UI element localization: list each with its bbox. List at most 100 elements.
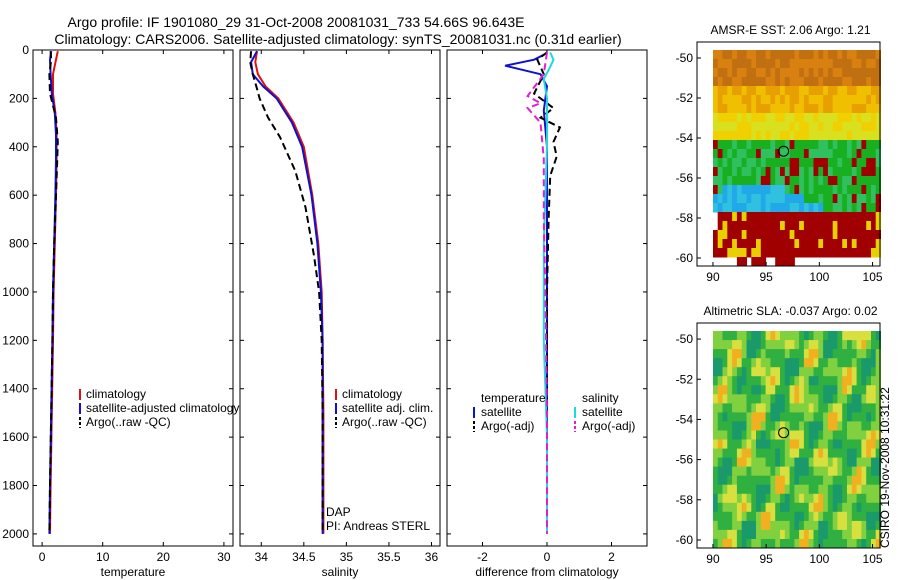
map-cell	[765, 448, 771, 459]
map-cell	[856, 439, 862, 449]
map-cell	[770, 511, 776, 522]
map-cell	[717, 230, 723, 240]
map-cell	[813, 403, 819, 413]
map-cell	[760, 95, 767, 105]
map-cell	[803, 221, 810, 231]
map-cell	[756, 167, 762, 177]
map-cell	[746, 95, 752, 105]
map-cell	[789, 212, 795, 222]
map-cell	[851, 349, 858, 359]
map-cell	[727, 140, 733, 150]
map-cell	[713, 511, 719, 522]
map-cell	[775, 394, 781, 404]
map-cell	[847, 194, 853, 204]
map-cell	[741, 493, 747, 504]
map-cell	[803, 95, 810, 105]
map-cell	[780, 77, 786, 87]
map-cell	[832, 502, 838, 513]
map-cell	[765, 68, 771, 78]
map-cell	[727, 349, 733, 359]
map-cell	[775, 539, 781, 549]
map-cell	[736, 50, 743, 60]
map-cell	[871, 358, 877, 368]
map-cell	[837, 230, 843, 240]
map-cell	[813, 511, 819, 522]
map-cell	[823, 158, 829, 168]
map-cell	[856, 248, 862, 258]
map-cell	[789, 502, 795, 513]
map-cell	[799, 493, 805, 504]
map-cell	[866, 376, 872, 386]
map-cell	[851, 493, 858, 504]
map-cell	[871, 50, 877, 60]
map-cell	[770, 430, 776, 440]
map-cell	[813, 448, 819, 459]
map-cell	[871, 394, 877, 404]
map-cell	[842, 421, 848, 431]
map-cell	[851, 239, 858, 249]
map-cell	[851, 221, 858, 231]
map-cell	[813, 140, 819, 150]
map-cell	[789, 430, 795, 440]
map-cell	[851, 104, 858, 114]
map-cell	[732, 95, 738, 105]
map-title: Altimetric SLA: -0.037 Argo: 0.02	[703, 304, 877, 318]
map-cell	[727, 95, 733, 105]
map-cell	[741, 212, 747, 222]
map-cell	[770, 457, 776, 468]
map-cell	[851, 484, 858, 495]
map-cell	[736, 176, 743, 186]
map-cell	[732, 439, 738, 449]
map-cell	[765, 358, 771, 368]
map-cell	[808, 448, 814, 459]
map-cell	[866, 349, 872, 359]
map-cell	[832, 430, 838, 440]
map-cell	[808, 221, 814, 231]
map-cell	[861, 358, 867, 368]
map-cell	[741, 194, 747, 204]
map-cell	[803, 376, 810, 386]
map-cell	[799, 367, 805, 377]
map-cell	[813, 185, 819, 195]
map-cell	[756, 104, 762, 114]
map-cell	[727, 50, 733, 60]
map-cell	[827, 140, 834, 150]
map-cell	[837, 340, 843, 350]
map-frame	[696, 41, 881, 267]
map-cell	[751, 502, 757, 513]
map-cell	[827, 331, 834, 341]
map-cell	[813, 376, 819, 386]
map-cell	[823, 212, 829, 222]
map-cell	[732, 430, 738, 440]
map-cell	[756, 59, 762, 69]
map-cell	[780, 212, 786, 222]
plot-frame	[32, 49, 234, 547]
map-cell	[727, 421, 733, 431]
map-cell	[827, 122, 834, 132]
map-cell	[866, 539, 872, 549]
map-cell	[756, 77, 762, 87]
map-cell	[871, 502, 877, 513]
map-cell	[827, 457, 834, 468]
map-cell	[813, 520, 819, 531]
map-cell	[756, 257, 762, 267]
map-cell	[866, 439, 872, 449]
map-cell	[803, 439, 810, 449]
map-cell	[775, 149, 781, 159]
map-cell	[775, 484, 781, 495]
map-cell	[717, 385, 723, 395]
map-cell	[732, 77, 738, 87]
map-cell	[799, 95, 805, 105]
y-tick-label: 1000	[2, 285, 29, 299]
map-cell	[866, 340, 872, 350]
map-cell	[823, 385, 829, 395]
map-cell	[866, 158, 872, 168]
map-cell	[727, 385, 733, 395]
map-cell	[746, 484, 752, 495]
map-cell	[775, 176, 781, 186]
map-cell	[794, 539, 800, 549]
series-line-salinity-satellite	[542, 51, 555, 534]
map-cell	[837, 475, 843, 486]
map-cell	[818, 412, 824, 422]
map-cell	[794, 385, 800, 395]
